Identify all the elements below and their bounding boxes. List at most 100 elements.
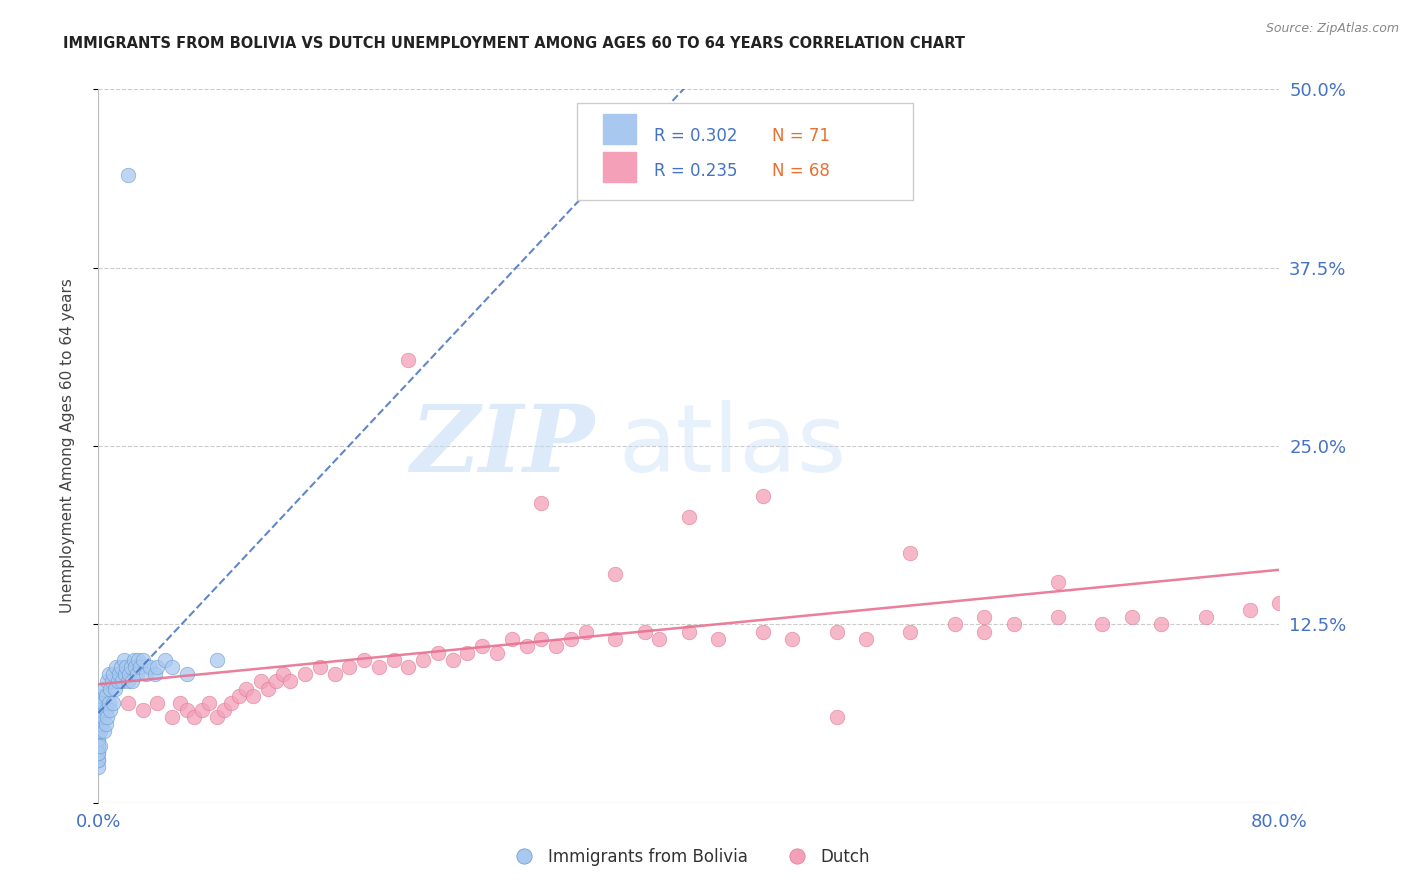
Point — [87, 746, 110, 760]
Point — [1121, 610, 1143, 624]
Point — [122, 653, 145, 667]
Point — [633, 624, 655, 639]
Point — [87, 724, 110, 739]
Point — [89, 696, 111, 710]
Point — [250, 674, 273, 689]
Point — [412, 653, 434, 667]
Point — [574, 624, 596, 639]
Point — [128, 660, 150, 674]
Point — [87, 760, 110, 774]
Point — [751, 624, 773, 639]
Point — [89, 724, 111, 739]
Point — [205, 653, 228, 667]
Point — [94, 703, 117, 717]
Bar — [603, 152, 636, 182]
Point — [87, 731, 110, 746]
Point — [87, 739, 110, 753]
Point — [242, 689, 264, 703]
Point — [87, 724, 110, 739]
Point — [1268, 596, 1291, 610]
Point — [117, 696, 139, 710]
Point — [1046, 574, 1069, 589]
Point — [633, 182, 655, 196]
Point — [87, 703, 110, 717]
Point — [107, 674, 129, 689]
Point — [87, 731, 110, 746]
Point — [87, 724, 110, 739]
Point — [271, 667, 294, 681]
Point — [90, 689, 112, 703]
Point — [118, 667, 141, 681]
Point — [1239, 603, 1261, 617]
Point — [143, 667, 166, 681]
Point — [115, 660, 138, 674]
Point — [110, 660, 132, 674]
Point — [678, 510, 700, 524]
Point — [396, 353, 419, 368]
Point — [89, 739, 111, 753]
Point — [90, 703, 112, 717]
Point — [87, 717, 110, 731]
Point — [782, 632, 804, 646]
Point — [900, 624, 922, 639]
Point — [87, 746, 110, 760]
Point — [91, 710, 114, 724]
Point — [93, 681, 115, 696]
Point — [855, 632, 877, 646]
Text: N = 68: N = 68 — [772, 162, 830, 180]
Point — [456, 646, 478, 660]
Point — [117, 674, 139, 689]
Point — [90, 717, 112, 731]
Point — [162, 660, 183, 674]
Point — [1091, 617, 1114, 632]
Y-axis label: Unemployment Among Ages 60 to 64 years: Unemployment Among Ages 60 to 64 years — [60, 278, 75, 614]
Point — [146, 660, 169, 674]
Point — [103, 667, 125, 681]
Text: atlas: atlas — [619, 400, 846, 492]
Text: N = 71: N = 71 — [772, 127, 830, 145]
Point — [441, 653, 464, 667]
Point — [98, 703, 121, 717]
Point — [96, 710, 118, 724]
Point — [501, 632, 523, 646]
Point — [91, 696, 114, 710]
Text: ZIP: ZIP — [411, 401, 595, 491]
Point — [89, 710, 111, 724]
Point — [87, 717, 110, 731]
Point — [309, 660, 332, 674]
Point — [605, 632, 627, 646]
Point — [560, 632, 582, 646]
Point — [176, 667, 198, 681]
Point — [132, 653, 155, 667]
Point — [183, 710, 205, 724]
Point — [169, 696, 191, 710]
Point — [943, 617, 966, 632]
Point — [471, 639, 494, 653]
Point — [264, 674, 287, 689]
Point — [153, 653, 176, 667]
Point — [94, 689, 117, 703]
Point — [396, 660, 419, 674]
Point — [900, 546, 922, 560]
Point — [87, 710, 110, 724]
Point — [96, 674, 118, 689]
Point — [648, 632, 671, 646]
Point — [97, 696, 120, 710]
Point — [191, 703, 214, 717]
Point — [515, 639, 537, 653]
Point — [1150, 617, 1173, 632]
Point — [87, 753, 110, 767]
Point — [1195, 610, 1218, 624]
Point — [117, 168, 139, 182]
Text: Source: ZipAtlas.com: Source: ZipAtlas.com — [1265, 22, 1399, 36]
Point — [87, 696, 110, 710]
Point — [219, 696, 242, 710]
Point — [530, 496, 553, 510]
Point — [103, 696, 125, 710]
Point — [427, 646, 450, 660]
Text: IMMIGRANTS FROM BOLIVIA VS DUTCH UNEMPLOYMENT AMONG AGES 60 TO 64 YEARS CORRELAT: IMMIGRANTS FROM BOLIVIA VS DUTCH UNEMPLO… — [63, 36, 966, 51]
Point — [294, 667, 316, 681]
Point — [486, 646, 509, 660]
Point — [121, 674, 143, 689]
Point — [139, 660, 162, 674]
